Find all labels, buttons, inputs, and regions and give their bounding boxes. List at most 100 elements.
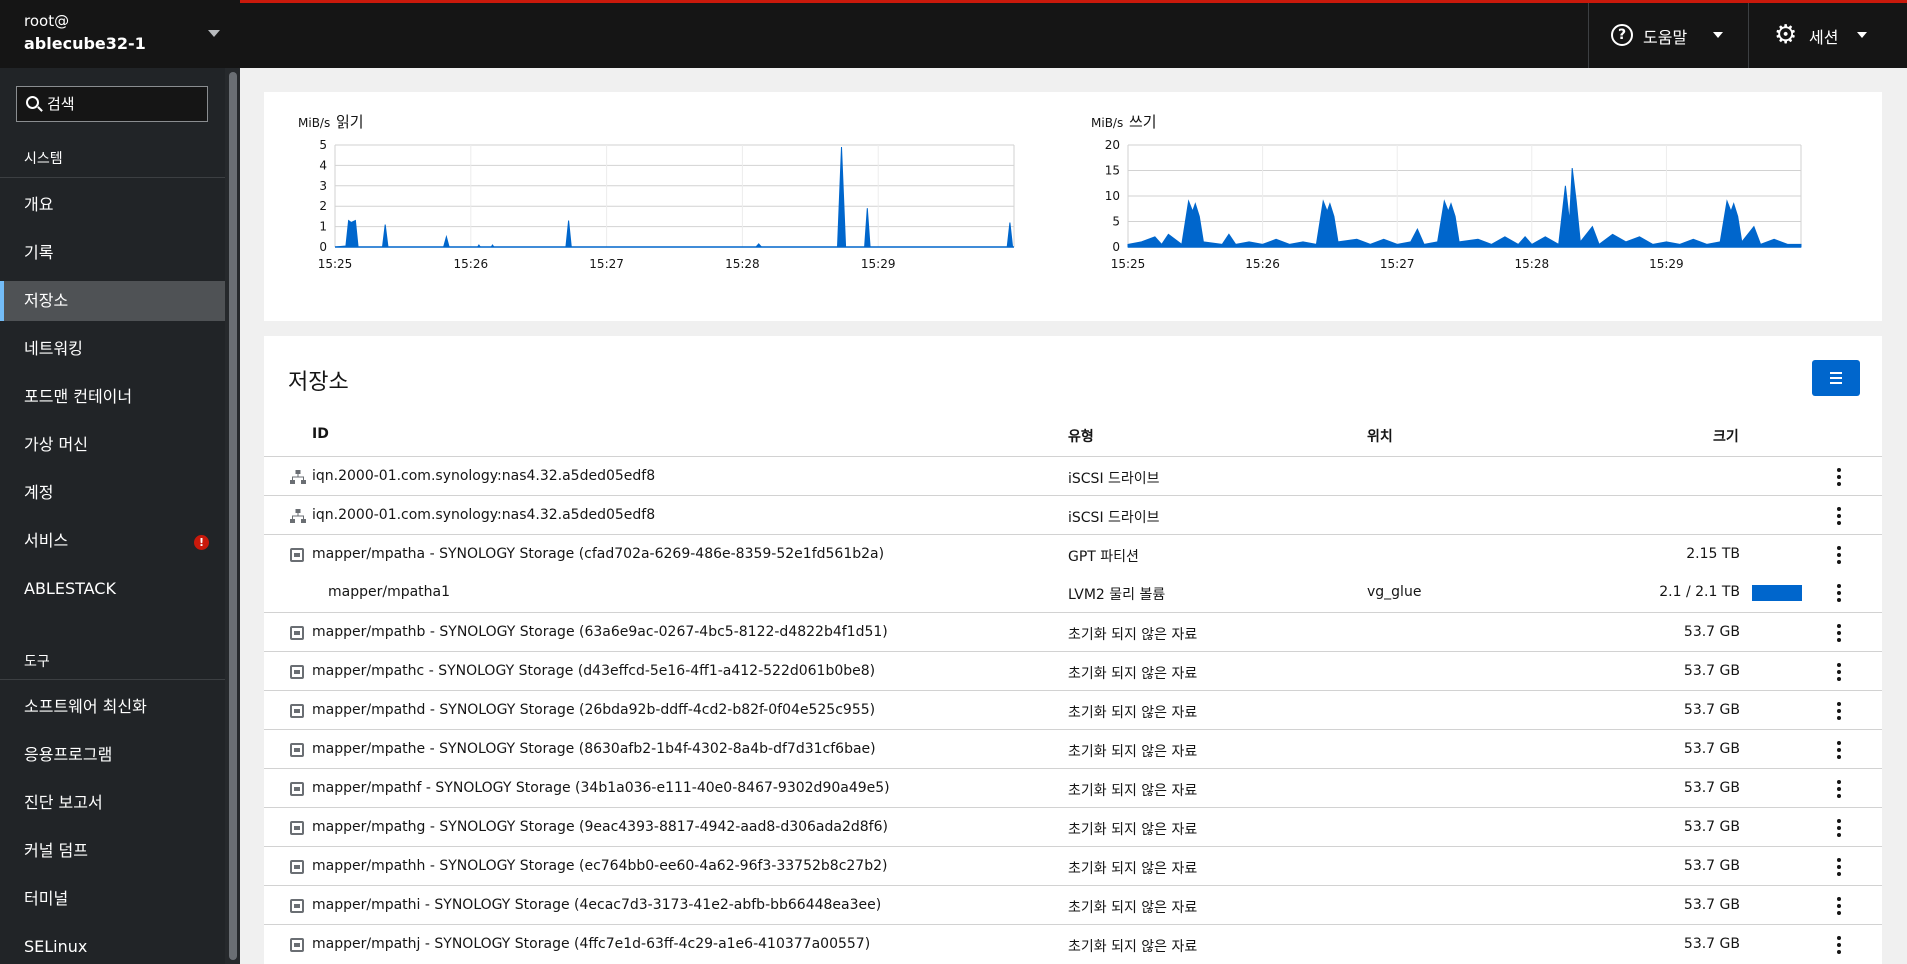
- kebab-menu-icon[interactable]: [1829, 506, 1849, 526]
- row-type: 초기화 되지 않은 자료: [1068, 744, 1198, 760]
- row-size: 53.7 GB: [1683, 858, 1740, 874]
- row-type: 초기화 되지 않은 자료: [1068, 900, 1198, 916]
- read-chart-x-tick-label: 15:25: [318, 257, 353, 271]
- row-type: 초기화 되지 않은 자료: [1068, 822, 1198, 838]
- sidebar-scrollbar-thumb[interactable]: [229, 72, 237, 960]
- column-header-size[interactable]: 크기: [1713, 429, 1739, 445]
- table-row[interactable]: mapper/mpathj - SYNOLOGY Storage (4ffc7e…: [264, 924, 1882, 963]
- write-chart-series-area: [1127, 167, 1802, 248]
- sidebar-item-virtual-machines[interactable]: 가상 머신: [24, 435, 88, 454]
- table-row[interactable]: mapper/mpathh - SYNOLOGY Storage (ec764b…: [264, 846, 1882, 885]
- read-chart-y-tick-label: 2: [319, 199, 327, 213]
- row-type: 초기화 되지 않은 자료: [1068, 666, 1198, 682]
- table-row[interactable]: iqn.2000-01.com.synology:nas4.32.a5ded05…: [264, 456, 1882, 495]
- row-id: mapper/mpathg - SYNOLOGY Storage (9eac43…: [312, 819, 888, 835]
- row-id: mapper/mpathb - SYNOLOGY Storage (63a6e9…: [312, 624, 888, 640]
- row-id: mapper/mpathc - SYNOLOGY Storage (d43eff…: [312, 663, 876, 679]
- column-header-id[interactable]: ID: [312, 426, 329, 442]
- column-header-type[interactable]: 유형: [1068, 429, 1094, 445]
- sidebar-item-applications[interactable]: 응용프로그램: [24, 745, 113, 764]
- sidebar-item-selinux[interactable]: SELinux: [24, 937, 88, 956]
- write-chart-y-tick-label: 20: [1105, 138, 1120, 152]
- kebab-menu-icon[interactable]: [1829, 623, 1849, 643]
- kebab-menu-icon[interactable]: [1829, 583, 1849, 603]
- row-size: 53.7 GB: [1683, 624, 1740, 640]
- section-title-tools: 도구: [24, 654, 50, 670]
- write-chart-y-tick-label: 5: [1112, 215, 1120, 229]
- search-input[interactable]: [47, 87, 202, 121]
- column-header-location[interactable]: 위치: [1367, 429, 1393, 445]
- table-row[interactable]: mapper/mpathi - SYNOLOGY Storage (4ecac7…: [264, 885, 1882, 924]
- sidebar-item-kernel-dump[interactable]: 커널 덤프: [24, 841, 88, 860]
- table-row[interactable]: mapper/mpathb - SYNOLOGY Storage (63a6e9…: [264, 612, 1882, 651]
- read-chart-x-tick-label: 15:28: [725, 257, 760, 271]
- session-label: 세션: [1809, 28, 1839, 47]
- row-size: 53.7 GB: [1683, 663, 1740, 679]
- table-row[interactable]: mapper/mpathe - SYNOLOGY Storage (8630af…: [264, 729, 1882, 768]
- row-id: iqn.2000-01.com.synology:nas4.32.a5ded05…: [312, 468, 656, 484]
- write-chart-x-tick-label: 15:27: [1380, 257, 1415, 271]
- kebab-menu-icon[interactable]: [1829, 701, 1849, 721]
- row-id: mapper/mpatha - SYNOLOGY Storage (cfad70…: [312, 546, 885, 562]
- kebab-menu-icon[interactable]: [1829, 662, 1849, 682]
- main-content: MiB/s 읽기 0 1 2 3 4 5 15:25 15:26 15:27 15:28 15:29…: [240, 68, 1907, 964]
- read-chart-y-tick-label: 3: [319, 179, 327, 193]
- gear-icon: ⚙: [1774, 20, 1798, 50]
- table-row[interactable]: mapper/mpathf - SYNOLOGY Storage (34b1a0…: [264, 768, 1882, 807]
- divider: [0, 679, 225, 680]
- table-row[interactable]: mapper/mpatha1 LVM2 물리 볼륨 vg_glue 2.1 / 2.1…: [264, 573, 1882, 612]
- sidebar-item-accounts[interactable]: 계정: [24, 483, 54, 502]
- read-chart-y-tick-label: 0: [319, 240, 327, 254]
- sidebar-item-logs[interactable]: 기록: [24, 243, 54, 262]
- kebab-menu-icon[interactable]: [1829, 857, 1849, 877]
- kebab-menu-icon[interactable]: [1829, 545, 1849, 565]
- row-id: mapper/mpatha1: [328, 584, 451, 600]
- alert-badge-icon: !: [194, 535, 209, 550]
- host-switcher[interactable]: root@ ablecube32-1: [0, 0, 240, 68]
- menu-icon: [1830, 372, 1842, 374]
- table-row[interactable]: mapper/mpathg - SYNOLOGY Storage (9eac43…: [264, 807, 1882, 846]
- top-bar: ? 도움말 ⚙ 세션: [240, 0, 1907, 68]
- sidebar-item-overview[interactable]: 개요: [24, 195, 54, 214]
- row-id: mapper/mpathf - SYNOLOGY Storage (34b1a0…: [312, 780, 890, 796]
- read-chart: MiB/s 읽기 0 1 2 3 4 5 15:25 15:26 15:27 15:28 15:29: [298, 108, 1018, 298]
- host-user: root@: [24, 12, 70, 30]
- sidebar-item-podman[interactable]: 포드맨 컨테이너: [24, 387, 133, 406]
- session-button[interactable]: ⚙ 세션: [1748, 3, 1895, 68]
- sidebar-item-terminal[interactable]: 터미널: [24, 889, 69, 908]
- sidebar-item-networking[interactable]: 네트워킹: [24, 339, 83, 358]
- write-chart-x-tick-label: 15:26: [1245, 257, 1280, 271]
- row-type: 초기화 되지 않은 자료: [1068, 783, 1198, 799]
- table-row[interactable]: mapper/mpathc - SYNOLOGY Storage (d43eff…: [264, 651, 1882, 690]
- read-chart-plot: 0 1 2 3 4 5 15:25 15:26 15:27 15:28 15:29: [318, 138, 1015, 271]
- search-icon: [26, 96, 39, 109]
- sidebar-item-storage[interactable]: 저장소: [0, 281, 225, 321]
- row-type: iSCSI 드라이브: [1068, 471, 1160, 487]
- chevron-down-icon: [208, 30, 220, 37]
- kebab-menu-icon[interactable]: [1829, 779, 1849, 799]
- table-row[interactable]: mapper/mpatha - SYNOLOGY Storage (cfad70…: [264, 534, 1882, 573]
- write-chart-unit: MiB/s: [1091, 116, 1124, 130]
- host-name: ablecube32-1: [24, 34, 146, 53]
- sidebar-item-software-updates[interactable]: 소프트웨어 최신화: [24, 697, 147, 716]
- row-type: GPT 파티션: [1068, 549, 1139, 565]
- kebab-menu-icon[interactable]: [1829, 467, 1849, 487]
- kebab-menu-icon[interactable]: [1829, 935, 1849, 955]
- sidebar-item-diagnostic-reports[interactable]: 진단 보고서: [24, 793, 103, 812]
- kebab-menu-icon[interactable]: [1829, 818, 1849, 838]
- table-row[interactable]: iqn.2000-01.com.synology:nas4.32.a5ded05…: [264, 495, 1882, 534]
- kebab-menu-icon[interactable]: [1829, 896, 1849, 916]
- row-type: iSCSI 드라이브: [1068, 510, 1160, 526]
- row-size: 53.7 GB: [1683, 702, 1740, 718]
- read-chart-title: 읽기: [336, 113, 364, 131]
- row-size: 53.7 GB: [1683, 936, 1740, 952]
- table-row[interactable]: mapper/mpathd - SYNOLOGY Storage (26bda9…: [264, 690, 1882, 729]
- row-id: mapper/mpathj - SYNOLOGY Storage (4ffc7e…: [312, 936, 871, 952]
- sidebar-item-ablestack[interactable]: ABLESTACK: [24, 579, 116, 598]
- disk-icon: [290, 782, 304, 796]
- storage-menu-button[interactable]: [1812, 360, 1860, 396]
- help-button[interactable]: ? 도움말: [1588, 3, 1748, 68]
- sidebar-item-services[interactable]: 서비스 !: [0, 521, 225, 561]
- kebab-menu-icon[interactable]: [1829, 740, 1849, 760]
- disk-icon: [290, 626, 304, 640]
